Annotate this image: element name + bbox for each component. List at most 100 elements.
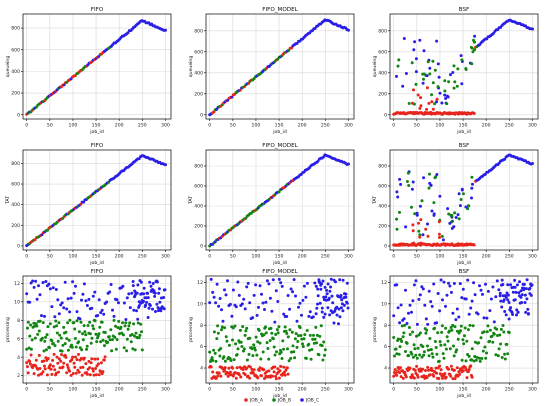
data-point-job_b bbox=[29, 347, 33, 351]
x-tick-label: 300 bbox=[161, 387, 170, 393]
data-point-job_a bbox=[419, 241, 423, 245]
subplot-5: 0 50 100 150 200 250 300 0 200 400 600 800 FIFO_MODE… bbox=[188, 143, 355, 266]
data-point-job_c bbox=[251, 316, 255, 320]
data-point-job_c bbox=[135, 291, 139, 295]
data-point-job_c bbox=[148, 280, 152, 284]
data-point-job_c bbox=[308, 310, 312, 314]
data-point-job_c bbox=[102, 312, 106, 316]
data-point-job_c bbox=[506, 293, 510, 297]
data-point-job_b bbox=[50, 339, 54, 343]
data-point-job_a bbox=[61, 365, 65, 369]
data-point-job_b bbox=[117, 319, 121, 323]
data-point-job_c bbox=[327, 296, 331, 300]
data-point-job_b bbox=[308, 333, 312, 337]
data-point-job_b bbox=[267, 357, 271, 361]
data-point-job_b bbox=[250, 347, 254, 351]
x-tick-label: 50 bbox=[47, 387, 53, 393]
y-axis-label: queueing bbox=[188, 56, 194, 78]
data-point-job_b bbox=[233, 324, 237, 328]
data-point-job_c bbox=[446, 207, 450, 211]
data-point-job_b bbox=[277, 325, 281, 329]
data-point-job_c bbox=[47, 282, 51, 286]
data-point-job_c bbox=[81, 292, 85, 296]
data-point-job_c bbox=[335, 313, 339, 317]
data-point-job_c bbox=[499, 299, 503, 303]
data-point-job_a bbox=[102, 358, 106, 362]
legend-marker bbox=[300, 398, 304, 402]
data-point-job_c bbox=[428, 181, 432, 185]
data-point-job_b bbox=[77, 340, 81, 344]
data-point-job_b bbox=[305, 329, 309, 332]
data-point-job_b bbox=[296, 340, 300, 343]
data-point-job_a bbox=[71, 372, 75, 375]
x-tick-label: 150 bbox=[459, 387, 468, 393]
subplot-title: FIFO_MODEL bbox=[262, 269, 298, 275]
data-point-job_b bbox=[245, 358, 249, 362]
data-point-job_a bbox=[451, 377, 455, 381]
y-tick-label: 800 bbox=[378, 28, 387, 34]
x-tick-label: 150 bbox=[92, 387, 101, 393]
data-point-job_a bbox=[425, 107, 429, 111]
data-point-job_c bbox=[346, 306, 350, 310]
data-point-job_b bbox=[318, 334, 322, 338]
data-point-job_b bbox=[500, 356, 504, 359]
data-point-job_c bbox=[473, 34, 477, 38]
data-point-job_c bbox=[298, 301, 302, 305]
y-tick-label: 200 bbox=[378, 91, 387, 97]
data-point-job_c bbox=[418, 293, 422, 297]
data-point-job_c bbox=[267, 282, 271, 286]
data-point-job_b bbox=[290, 350, 293, 354]
data-point-job_a bbox=[421, 367, 425, 371]
x-tick-label: 200 bbox=[482, 387, 491, 393]
data-point-job_b bbox=[295, 345, 299, 349]
data-point-job_c bbox=[48, 287, 52, 291]
data-point-job_c bbox=[142, 292, 146, 296]
data-point-job_b bbox=[303, 333, 307, 337]
subplot-7: 0 50 100 150 200 250 300 2 4 6 8 10 12 FIFO job_id proc… bbox=[5, 269, 172, 399]
x-tick-label: 150 bbox=[92, 123, 101, 129]
data-point-job_c bbox=[314, 312, 318, 316]
data-point-job_b bbox=[488, 328, 492, 332]
data-point-job_c bbox=[422, 49, 426, 53]
data-point-job_a bbox=[399, 375, 403, 379]
data-point-job_c bbox=[417, 297, 421, 301]
data-point-job_b bbox=[436, 85, 440, 89]
data-point-job_b bbox=[404, 350, 407, 353]
data-point-job_b bbox=[466, 204, 470, 208]
data-point-job_b bbox=[125, 337, 129, 341]
data-point-job_b bbox=[214, 359, 218, 363]
data-point-job_b bbox=[398, 210, 401, 214]
data-point-job_b bbox=[212, 330, 216, 334]
data-point-job_c bbox=[438, 194, 442, 198]
data-point-job_b bbox=[294, 332, 298, 336]
data-point-job_c bbox=[108, 290, 112, 294]
x-tick-label: 200 bbox=[298, 254, 307, 260]
data-point-job_c bbox=[502, 298, 506, 302]
data-point-job_b bbox=[77, 330, 81, 334]
data-point-job_c bbox=[412, 283, 416, 287]
data-point-job_b bbox=[400, 340, 404, 343]
data-point-job_a bbox=[234, 376, 238, 380]
data-point-job_c bbox=[315, 306, 319, 310]
subplot-2: 0 50 100 150 200 250 300 0 200 400 600 800 FIFO_MODE… bbox=[188, 7, 355, 135]
data-point-job_a bbox=[425, 86, 429, 90]
data-point-job_b bbox=[417, 229, 421, 233]
data-point-job_b bbox=[396, 337, 400, 341]
data-point-job_b bbox=[252, 343, 256, 347]
data-point-job_a bbox=[395, 373, 399, 377]
data-point-job_a bbox=[28, 362, 32, 366]
data-point-job_b bbox=[477, 356, 481, 360]
data-point-job_c bbox=[523, 293, 527, 297]
data-point-job_a bbox=[251, 371, 255, 375]
data-point-job_c bbox=[320, 282, 324, 286]
data-point-job_c bbox=[38, 293, 42, 297]
data-point-job_b bbox=[272, 345, 276, 349]
data-point-job_c bbox=[297, 305, 300, 309]
y-tick-label: 400 bbox=[194, 204, 203, 210]
data-point-job_a bbox=[58, 366, 62, 370]
data-point-job_c bbox=[439, 278, 443, 282]
data-point-job_c bbox=[460, 187, 464, 191]
y-tick-label: 400 bbox=[194, 70, 203, 76]
data-point-job_b bbox=[232, 358, 236, 362]
data-point-job_c bbox=[448, 221, 452, 225]
